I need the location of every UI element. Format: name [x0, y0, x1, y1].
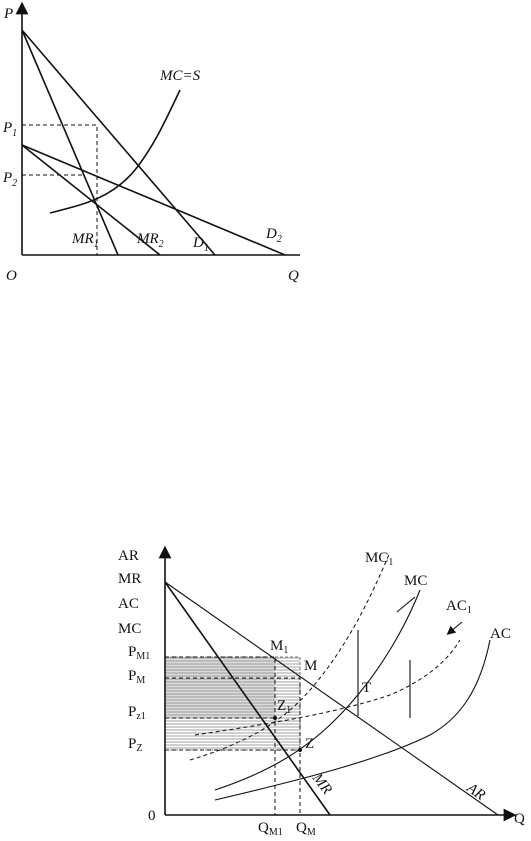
- y-axis-label: P: [3, 6, 13, 22]
- ac-curve: [214, 639, 491, 801]
- d2-line: [21, 144, 286, 256]
- mc-curve: [214, 589, 421, 791]
- dashed-guides: [22, 124, 98, 255]
- curve-label: MC: [404, 573, 427, 589]
- point-label: Z: [305, 736, 314, 752]
- point-label: M: [304, 658, 317, 674]
- shaded-area: [165, 657, 275, 718]
- curve-label: MR1: [71, 231, 99, 250]
- d1-line: [21, 29, 216, 256]
- mr-line: [164, 581, 331, 816]
- ac1-curve: [194, 639, 461, 736]
- y-axis-label: AC: [118, 596, 139, 612]
- curve-label: AR: [463, 780, 488, 804]
- y-axis-label: AR: [118, 548, 139, 564]
- x-axis-label: Q: [288, 268, 299, 284]
- mr1-line: [21, 29, 119, 256]
- curve-label: D1: [192, 235, 209, 254]
- point-label: M1: [270, 638, 288, 656]
- curve-label: AC1: [446, 598, 472, 616]
- curve-label: MC1: [365, 550, 393, 568]
- mr2-line: [21, 144, 161, 256]
- price-label: PM1: [128, 644, 150, 662]
- price-label: P1: [2, 120, 17, 139]
- point: [298, 748, 302, 752]
- curve-label: MC=S: [159, 68, 201, 84]
- curve-label: AC: [490, 626, 511, 642]
- origin-label: O: [6, 268, 17, 284]
- shift-arrows: [396, 596, 463, 632]
- price-label: PM: [128, 668, 145, 686]
- point-label: Z1: [277, 698, 291, 716]
- y-axis-label: MR: [118, 571, 141, 587]
- shaded-area: [164, 656, 301, 751]
- curve-label: MR2: [136, 231, 164, 250]
- price-label: PZ: [128, 736, 142, 754]
- curve-label: D2: [265, 226, 282, 245]
- mc-curve: [49, 89, 181, 214]
- point: [273, 716, 277, 720]
- point-label: T: [362, 680, 371, 696]
- quantity-label: QM1: [258, 820, 283, 838]
- ar-line: [164, 581, 499, 816]
- top-diagram: P O Q P1 P2 MC=S MR1 MR2 D1 D2: [2, 1, 300, 284]
- y-axis-label: MC: [118, 621, 141, 637]
- origin-label: 0: [148, 808, 156, 824]
- curve-label: MR: [308, 770, 335, 798]
- price-label: Pz1: [128, 704, 146, 722]
- dashed-guides: [165, 656, 301, 815]
- x-axis-label: Q: [514, 811, 525, 827]
- bottom-diagram: AR MR AC MC 0 Q PM1 PM Pz1 PZ QM1 QM M1 …: [118, 545, 525, 838]
- price-label: P2: [2, 170, 17, 189]
- tax-lines: [357, 630, 411, 718]
- mc1-curve: [189, 551, 391, 761]
- quantity-label: QM: [296, 820, 316, 838]
